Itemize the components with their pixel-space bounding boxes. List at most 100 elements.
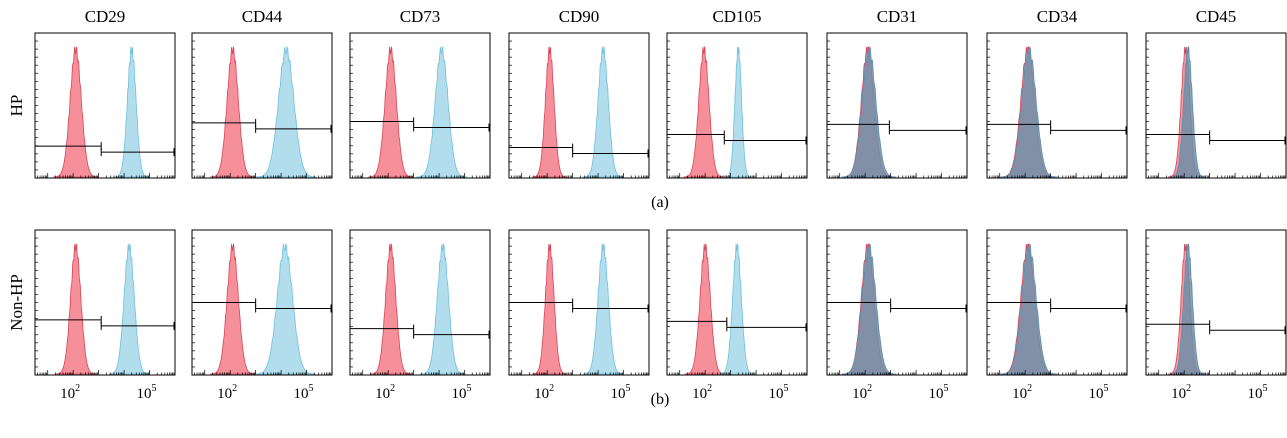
histogram-panel-non-hp-cd34: 102 10 5: [986, 229, 1128, 402]
row-label-non-hp: Non-HP: [7, 274, 26, 331]
x-tick-label: 102: [375, 383, 395, 402]
x-tick-label-base: 10: [137, 386, 152, 402]
panel-frame: [826, 32, 968, 179]
marker-histogram: [841, 243, 897, 375]
x-tick-label-base: 10: [852, 386, 867, 402]
x-tick-label-exponent: 5: [309, 383, 314, 394]
column-header-cd45: CD45: [1196, 7, 1237, 26]
x-tick-label: 105: [294, 383, 314, 402]
panel-frame: [191, 32, 333, 179]
x-tick-label-exponent: 5: [467, 383, 472, 394]
control-histogram: [684, 242, 726, 375]
x-tick-label-exponent: 2: [707, 383, 712, 394]
control-histogram: [532, 46, 568, 178]
x-tick-label-exponent: 2: [867, 383, 872, 394]
x-tick-label-base: 10: [1248, 386, 1263, 402]
x-tick-label-base: 10: [294, 386, 309, 402]
marker-histogram: [841, 46, 897, 178]
panel-caption-0: (a): [651, 194, 669, 211]
x-tick-label-exponent: 2: [549, 383, 554, 394]
histogram-panel-non-hp-cd29: 102 105: [34, 229, 176, 402]
column-header-cd105: CD105: [712, 7, 761, 26]
histogram-panel-non-hp-cd105: 102 105: [666, 229, 808, 402]
panel-frame: [1145, 32, 1287, 179]
x-tick-label-exponent: 2: [232, 383, 237, 394]
histogram-panel-non-hp-cd73: 102 105: [349, 229, 491, 402]
x-tick-label: 102: [852, 383, 872, 402]
column-header-cd44: CD44: [242, 7, 283, 26]
histogram-panel-hp-cd29: [34, 32, 176, 179]
x-tick-label: 105: [1248, 383, 1268, 402]
x-tick-label-base: 10: [692, 386, 707, 402]
panel-frame: [349, 32, 491, 179]
panel-frame: [34, 32, 176, 179]
marker-histogram: [255, 46, 317, 178]
marker-histogram: [114, 46, 150, 178]
x-tick-label-exponent: 2: [1186, 383, 1191, 394]
column-header-cd34: CD34: [1037, 7, 1078, 26]
control-histogram: [210, 45, 256, 178]
row-label-hp: HP: [7, 95, 26, 117]
x-tick-label-exponent: 2: [1027, 383, 1032, 394]
histogram-panel-hp-cd45: [1145, 32, 1287, 179]
x-tick-label-exponent: 5: [1104, 383, 1109, 394]
x-tick-label-base: 10: [452, 386, 467, 402]
x-tick-label-base: 10: [1012, 386, 1027, 402]
x-tick-label: 102: [534, 383, 554, 402]
x-tick-label-exponent: 5: [784, 383, 789, 394]
marker-histogram: [108, 242, 150, 375]
column-header-cd29: CD29: [85, 7, 126, 26]
panel-frame: [508, 32, 650, 179]
x-tick-label-base: 10: [217, 386, 232, 402]
histogram-panel-hp-cd73: [349, 32, 491, 179]
x-tick-label: 105: [137, 383, 157, 402]
marker-histogram: [416, 46, 468, 178]
panel-frame: [1145, 229, 1287, 376]
control-histogram: [532, 243, 568, 375]
marker-histogram: [1000, 46, 1058, 178]
x-tick-label: 102: [60, 383, 80, 402]
marker-histogram: [1000, 243, 1058, 375]
x-tick-label: 102: [1012, 383, 1032, 402]
x-tick-label: 102: [692, 383, 712, 402]
x-tick-label-exponent: 2: [390, 383, 395, 394]
x-tick-label-exponent: 5: [152, 383, 157, 394]
control-histogram: [210, 242, 256, 375]
x-tick-label: 105: [611, 383, 631, 402]
control-histogram: [55, 242, 97, 375]
x-tick-label-base: 10: [1171, 386, 1186, 402]
control-histogram: [53, 45, 99, 178]
panel-frame: [986, 32, 1128, 179]
x-tick-label-base: 10: [534, 386, 549, 402]
histogram-panel-hp-cd31: [826, 32, 968, 179]
histogram-panel-hp-cd90: [508, 32, 650, 179]
control-histogram: [368, 45, 414, 178]
x-tick-label-exponent: 5: [1263, 383, 1268, 394]
panel-frame: [349, 229, 491, 376]
column-header-cd90: CD90: [559, 7, 600, 26]
column-header-cd31: CD31: [877, 7, 918, 26]
histogram-panel-non-hp-cd90: 102 105: [508, 229, 650, 402]
x-tick-label: 105: [452, 383, 472, 402]
x-tick-label-base: 10: [611, 386, 626, 402]
panel-caption-1: (b): [651, 391, 670, 408]
x-tick-label-exponent: 5: [944, 383, 949, 394]
x-tick-label: 105: [769, 383, 789, 402]
histogram-panel-non-hp-cd31: 102 105: [826, 229, 968, 402]
x-tick-label: 105: [929, 383, 949, 402]
marker-histogram: [420, 242, 466, 375]
column-header-cd73: CD73: [400, 7, 441, 26]
histogram-panel-non-hp-cd44: 102 105: [191, 229, 333, 402]
x-tick-label-exponent: 5: [626, 383, 631, 394]
marker-histogram: [724, 46, 752, 178]
x-tick-label-base: 10: [769, 386, 784, 402]
x-tick-label: 102: [1171, 383, 1191, 402]
x-tick-label-base: 10: [929, 386, 944, 402]
x-tick-label: 102: [217, 383, 237, 402]
x-tick-label-base: 10: [375, 386, 390, 402]
histogram-panel-hp-cd34: [986, 32, 1128, 179]
control-histogram: [683, 45, 725, 178]
x-tick-label-exponent: 2: [75, 383, 80, 394]
histogram-panel-non-hp-cd45: 102 105: [1145, 229, 1287, 402]
